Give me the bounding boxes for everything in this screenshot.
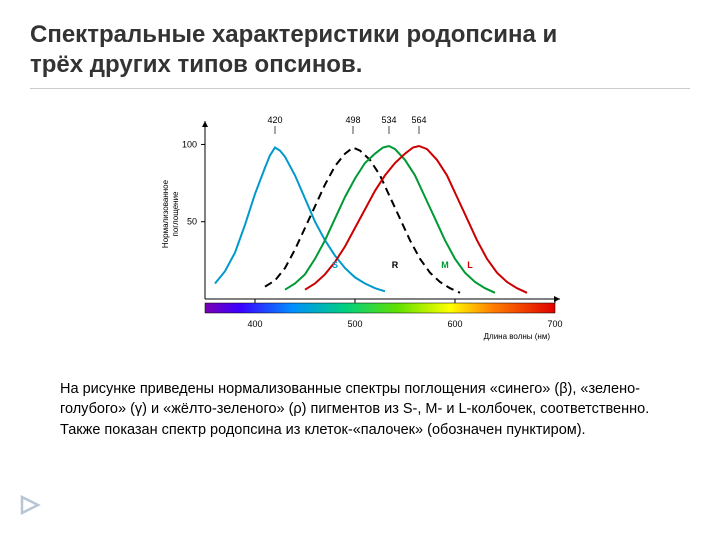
svg-text:564: 564 (411, 115, 426, 125)
svg-text:M: M (441, 260, 449, 270)
svg-text:Длина волны (нм): Длина волны (нм) (484, 332, 551, 341)
svg-text:L: L (467, 260, 473, 270)
opsin-spectrum-chart: 50 100 400 500 600 700 Нормализованноепоглощен… (150, 109, 570, 349)
svg-text:420: 420 (267, 115, 282, 125)
svg-text:400: 400 (247, 319, 262, 329)
svg-text:50: 50 (187, 217, 197, 227)
svg-text:498: 498 (345, 115, 360, 125)
svg-text:500: 500 (347, 319, 362, 329)
title-line1: Спектральные характеристики родопсина и (30, 21, 557, 48)
svg-text:600: 600 (447, 319, 462, 329)
title-line2: трёх других типов опсинов. (30, 51, 362, 78)
svg-text:100: 100 (182, 139, 197, 149)
chart-caption: На рисунке приведены нормализованные спе… (60, 379, 670, 440)
chart-svg: 50 100 400 500 600 700 Нормализованноепоглощен… (150, 109, 570, 349)
svg-text:700: 700 (547, 319, 562, 329)
title-underline (30, 88, 690, 89)
svg-text:Нормализованное: Нормализованное (161, 179, 170, 248)
slide-title: Спектральные характеристики родопсина и … (30, 20, 690, 80)
slide-arrow-icon (20, 495, 44, 520)
svg-text:R: R (392, 260, 399, 270)
svg-text:поглощение: поглощение (171, 191, 180, 237)
svg-text:534: 534 (381, 115, 396, 125)
svg-text:S: S (332, 260, 338, 270)
